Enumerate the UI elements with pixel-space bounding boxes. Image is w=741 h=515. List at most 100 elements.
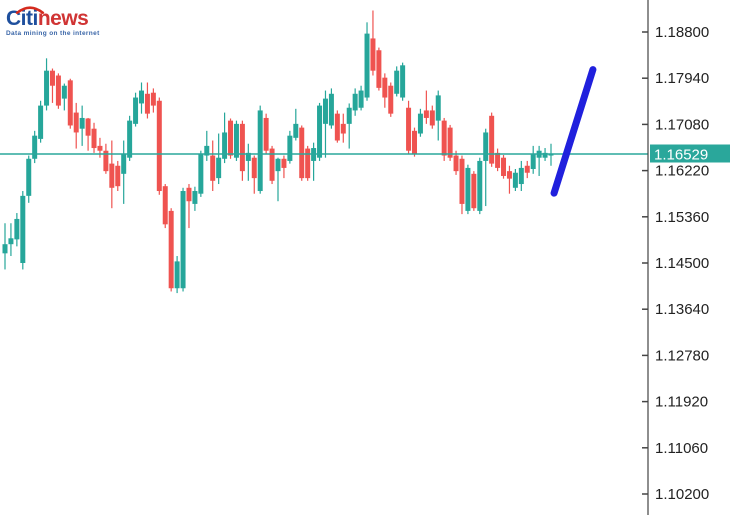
candle-body <box>340 123 346 134</box>
candle-body <box>358 90 364 108</box>
candle-body <box>144 93 150 114</box>
candle-body <box>210 155 216 181</box>
candle-body <box>156 100 162 192</box>
candle-body <box>91 128 97 149</box>
candle-body <box>376 50 382 88</box>
current-price-value: 1.16529 <box>654 147 708 164</box>
candle-body <box>97 145 103 151</box>
logo-tagline: Data mining on the internet <box>6 30 100 37</box>
candle-body <box>162 186 168 225</box>
candle-body <box>186 187 192 202</box>
candle-body <box>85 118 91 136</box>
axis-tick-label: 1.17080 <box>655 116 709 133</box>
candle-body <box>370 38 376 71</box>
candle-body <box>115 165 121 187</box>
candle-body <box>38 105 44 139</box>
candle-body <box>435 95 441 121</box>
candle-body <box>530 153 536 169</box>
candle-body <box>317 105 323 158</box>
candle-body <box>447 127 453 158</box>
candle-body <box>44 70 50 106</box>
candle-body <box>322 98 328 124</box>
logo-arc-icon <box>15 6 45 15</box>
axis-tick-label: 1.16220 <box>655 163 709 180</box>
candle-body <box>382 77 388 98</box>
candle-body <box>20 195 26 263</box>
logo-text-news: news <box>37 7 89 30</box>
candle-body <box>506 171 512 179</box>
candle-body <box>524 165 530 173</box>
candle-body <box>73 112 79 133</box>
candle-body <box>67 80 73 126</box>
candle-body <box>364 33 370 98</box>
candle-body <box>14 218 20 240</box>
candle-body <box>287 135 293 161</box>
candle-body <box>483 132 489 161</box>
candle-body <box>2 244 8 254</box>
candle-body <box>133 97 139 124</box>
axis-tick-label: 1.13640 <box>655 301 709 318</box>
candle-body <box>32 135 38 159</box>
candle-body <box>61 85 67 99</box>
axis-tick-label: 1.14500 <box>655 255 709 272</box>
candle-body <box>394 70 400 94</box>
candle-body <box>352 93 358 111</box>
candle-body <box>245 152 251 161</box>
candle-body <box>49 70 55 86</box>
candle-body <box>251 157 257 179</box>
candle-body <box>477 160 483 211</box>
candle-body <box>542 152 548 158</box>
candle-body <box>269 148 275 181</box>
candle-body <box>127 120 133 158</box>
candle-body <box>501 157 507 176</box>
candle-body <box>429 110 435 126</box>
axis-tick-label: 1.12780 <box>655 347 709 364</box>
candle-body <box>198 153 204 194</box>
axis-tick-label: 1.11060 <box>655 440 708 457</box>
candle-body <box>139 90 144 104</box>
logo-wordmark: Citinews <box>6 6 100 30</box>
candle-body <box>281 158 287 168</box>
candle-body <box>518 167 524 185</box>
candle-body <box>180 191 186 289</box>
candle-body <box>423 110 429 118</box>
candle-body <box>174 261 180 289</box>
candle-body <box>150 92 156 106</box>
candle-body <box>512 172 518 188</box>
candle-body <box>8 238 14 245</box>
candle-body <box>495 152 501 168</box>
candle-body <box>305 148 311 179</box>
candle-body <box>465 167 471 211</box>
candle-body <box>222 132 228 159</box>
candle-body <box>168 210 174 289</box>
candle-body <box>275 158 281 172</box>
candle-body <box>109 163 115 188</box>
candle-body <box>216 157 222 179</box>
candle-body <box>388 85 394 114</box>
trend-line <box>550 66 597 197</box>
candle-body <box>459 158 465 204</box>
citinews-logo: Citinews Data mining on the internet <box>6 6 100 38</box>
axis-tick-label: 1.17940 <box>655 70 709 87</box>
candle-body <box>55 75 61 106</box>
current-price-tag <box>650 144 730 163</box>
candle-body <box>441 120 447 156</box>
axis-tick-label: 1.15360 <box>655 209 709 226</box>
logo-text-citi: Citi <box>6 7 38 30</box>
candle-body <box>346 107 352 124</box>
candle-body <box>239 123 245 172</box>
candle-body <box>406 107 412 151</box>
candle-body <box>334 113 340 141</box>
axis-tick-label: 1.18800 <box>655 24 709 41</box>
candle-body <box>299 127 305 179</box>
candle-body <box>412 130 417 154</box>
candle-body <box>471 173 477 209</box>
candle-body <box>417 113 423 134</box>
candle-body <box>400 65 406 98</box>
candle-body <box>257 110 263 192</box>
axis-tick-label: 1.11920 <box>655 394 708 411</box>
candle-body <box>328 93 334 126</box>
candle-body <box>192 191 198 204</box>
